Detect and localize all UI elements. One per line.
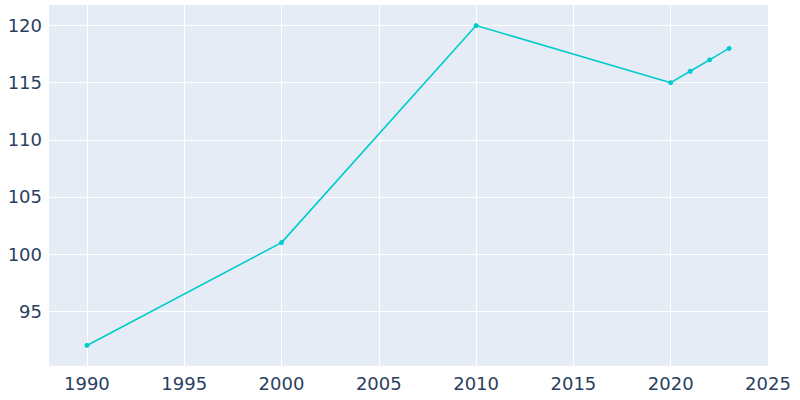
svg-text:2025: 2025 <box>745 373 791 394</box>
svg-text:100: 100 <box>8 244 42 265</box>
svg-text:2020: 2020 <box>648 373 694 394</box>
svg-text:2015: 2015 <box>550 373 596 394</box>
svg-text:115: 115 <box>8 72 42 93</box>
svg-text:2010: 2010 <box>453 373 499 394</box>
svg-text:2000: 2000 <box>259 373 305 394</box>
svg-text:1990: 1990 <box>64 373 110 394</box>
svg-text:105: 105 <box>8 186 42 207</box>
svg-text:1995: 1995 <box>161 373 207 394</box>
svg-text:120: 120 <box>8 15 42 36</box>
svg-text:110: 110 <box>8 129 42 150</box>
svg-text:2005: 2005 <box>356 373 402 394</box>
svg-text:95: 95 <box>19 301 42 322</box>
